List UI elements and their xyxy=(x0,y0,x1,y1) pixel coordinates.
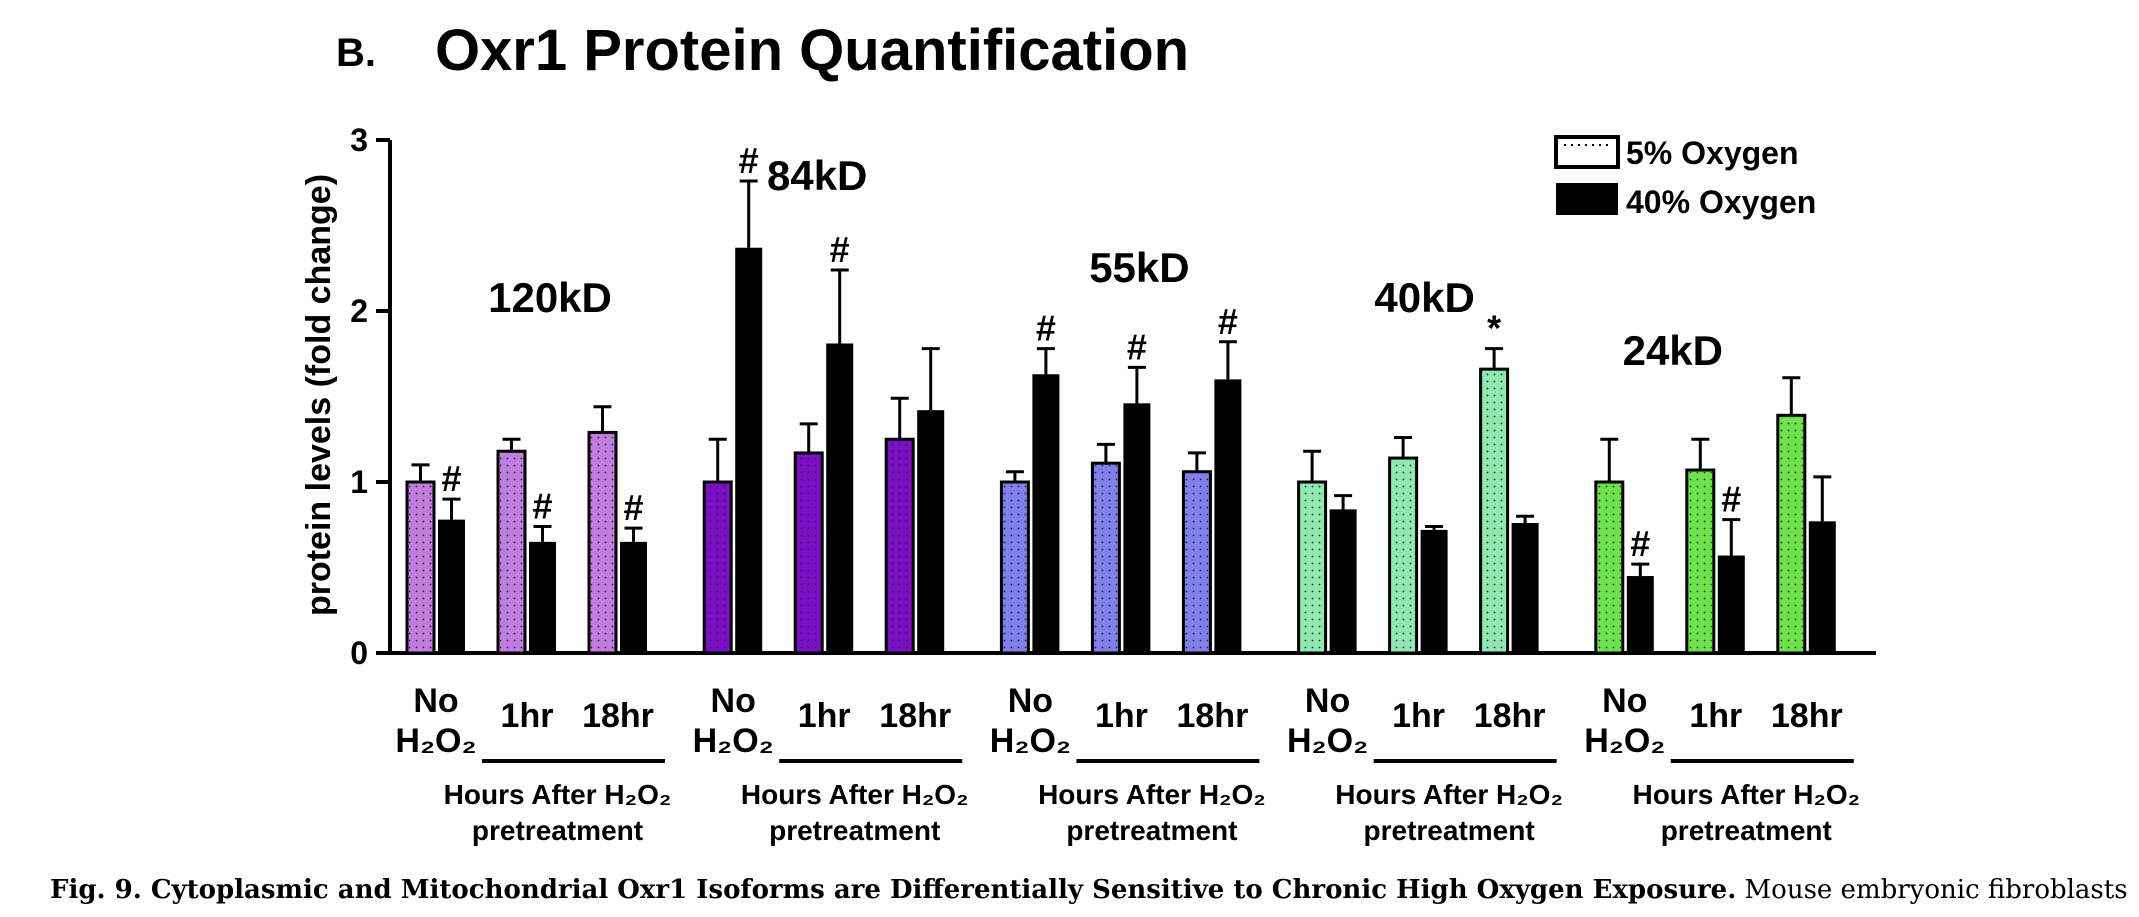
isoform-label-1: 84kD xyxy=(767,152,867,199)
bar-40pct-4-0 xyxy=(1626,576,1654,653)
group-caption-2-b: pretreatment xyxy=(1066,815,1237,846)
panel-label: B. xyxy=(336,31,376,75)
bar-5pct-dots-3-2 xyxy=(1482,371,1506,651)
caption-bold: Fig. 9. Cytoplasmic and Mitochondrial Ox… xyxy=(50,875,1737,905)
x-label-0-0-a: No xyxy=(413,682,458,720)
bar-40pct-2-2 xyxy=(1214,379,1242,653)
x-label-2-0-b: H₂O₂ xyxy=(990,722,1071,760)
group-caption-1-a: Hours After H₂O₂ xyxy=(741,779,969,810)
group-caption-3-a: Hours After H₂O₂ xyxy=(1335,779,1563,810)
sig-mark-40pct-2-0: # xyxy=(1036,308,1056,349)
sig-mark-40pct-1-0: # xyxy=(739,140,759,181)
group-caption-3-b: pretreatment xyxy=(1364,815,1535,846)
x-label-1-0-b: H₂O₂ xyxy=(693,722,774,760)
bar-40pct-2-1 xyxy=(1123,403,1151,653)
group-caption-4-a: Hours After H₂O₂ xyxy=(1632,779,1860,810)
bar-5pct-dots-0-2 xyxy=(591,434,614,651)
y-tick-label-2: 2 xyxy=(350,293,368,329)
bar-40pct-0-2 xyxy=(620,541,647,653)
legend-swatch-40pct xyxy=(1556,183,1618,215)
legend: 5% Oxygen 40% Oxygen xyxy=(1554,135,1816,220)
sig-mark-40pct-1-1: # xyxy=(830,229,850,270)
isoform-label-2: 55kD xyxy=(1089,244,1189,291)
bar-5pct-dots-4-0 xyxy=(1597,484,1621,651)
figure-caption: Fig. 9. Cytoplasmic and Mitochondrial Ox… xyxy=(50,875,2130,905)
caption-text: Mouse embryonic fibroblasts (MEF) cells xyxy=(1744,875,2130,905)
bar-40pct-0-0 xyxy=(438,519,465,653)
bar-40pct-3-2 xyxy=(1511,523,1539,653)
bar-40pct-4-2 xyxy=(1808,521,1836,653)
legend-label-5pct: 5% Oxygen xyxy=(1626,135,1799,171)
isoform-label-0: 120kD xyxy=(488,274,612,321)
x-label-3-0-b: H₂O₂ xyxy=(1287,722,1368,760)
bar-5pct-dots-1-2 xyxy=(888,441,912,651)
sig-mark-40pct-4-1: # xyxy=(1721,479,1741,520)
bar-5pct-dots-0-1 xyxy=(500,453,523,651)
bar-5pct-dots-2-1 xyxy=(1094,465,1118,651)
bar-5pct-dots-1-0 xyxy=(706,484,730,651)
bar-5pct-dots-0-0 xyxy=(409,484,432,651)
y-tick-label-3: 3 xyxy=(350,122,368,158)
bar-40pct-0-1 xyxy=(529,541,556,653)
x-label-1-2: 18hr xyxy=(879,697,951,735)
x-label-1-0-a: No xyxy=(711,682,756,720)
sig-mark-40pct-2-2: # xyxy=(1218,301,1238,342)
x-label-2-0-a: No xyxy=(1008,682,1053,720)
bar-5pct-dots-3-1 xyxy=(1391,460,1415,651)
x-label-1-1: 1hr xyxy=(798,697,851,735)
bar-40pct-1-2 xyxy=(917,410,945,653)
legend-swatch-5pct xyxy=(1554,135,1620,169)
sig-mark-40pct-0-2: # xyxy=(623,487,643,528)
y-axis: 0 1 2 3 xyxy=(350,122,392,671)
sig-mark-40pct-4-0: # xyxy=(1630,523,1650,564)
x-label-3-0-a: No xyxy=(1305,682,1350,720)
bar-40pct-1-1 xyxy=(826,343,854,653)
x-label-2-2: 18hr xyxy=(1176,697,1248,735)
bar-5pct-dots-2-0 xyxy=(1003,484,1027,651)
x-label-3-2: 18hr xyxy=(1474,697,1546,735)
sig-mark-40pct-0-0: # xyxy=(441,458,461,499)
x-label-4-1: 1hr xyxy=(1689,697,1742,735)
y-tick-label-1: 1 xyxy=(350,464,368,500)
bar-40pct-1-0 xyxy=(735,247,763,654)
bar-5pct-dots-4-1 xyxy=(1688,472,1712,651)
legend-label-40pct: 40% Oxygen xyxy=(1626,184,1816,220)
x-label-0-0-b: H₂O₂ xyxy=(395,722,476,760)
x-label-2-1: 1hr xyxy=(1095,697,1148,735)
group-caption-4-b: pretreatment xyxy=(1661,815,1832,846)
group-caption-2-a: Hours After H₂O₂ xyxy=(1038,779,1266,810)
x-label-0-1: 1hr xyxy=(501,697,554,735)
sig-mark-40pct-0-1: # xyxy=(532,485,552,526)
bar-40pct-2-0 xyxy=(1032,374,1060,653)
group-caption-0-a: Hours After H₂O₂ xyxy=(444,779,672,810)
x-label-3-1: 1hr xyxy=(1392,697,1445,735)
isoform-label-3: 40kD xyxy=(1374,274,1474,321)
bars-layer: 120kD## #84kD## 55kD# ##40kD* 24kD## xyxy=(405,140,1836,655)
bar-40pct-3-1 xyxy=(1420,529,1448,653)
x-label-4-0-a: No xyxy=(1602,682,1647,720)
x-label-4-0-b: H₂O₂ xyxy=(1584,722,1665,760)
isoform-label-4: 24kD xyxy=(1623,327,1723,374)
bar-5pct-dots-4-2 xyxy=(1779,417,1803,651)
bar-5pct-dots-2-2 xyxy=(1185,473,1209,651)
group-caption-1-b: pretreatment xyxy=(769,815,940,846)
bar-40pct-4-1 xyxy=(1717,555,1745,653)
y-axis-label: protein levels (fold change) xyxy=(300,174,338,616)
group-caption-0-b: pretreatment xyxy=(472,815,643,846)
bar-40pct-3-0 xyxy=(1329,509,1357,653)
sig-mark-40pct-2-1: # xyxy=(1127,326,1147,367)
x-label-4-2: 18hr xyxy=(1771,697,1843,735)
bar-5pct-dots-3-0 xyxy=(1300,484,1324,651)
sig-mark-5pct-3-2: * xyxy=(1487,308,1501,349)
x-label-0-2: 18hr xyxy=(582,697,654,735)
bar-5pct-dots-1-1 xyxy=(797,454,821,651)
y-tick-label-0: 0 xyxy=(350,635,368,671)
chart-title: Oxr1 Protein Quantification xyxy=(435,18,1189,83)
